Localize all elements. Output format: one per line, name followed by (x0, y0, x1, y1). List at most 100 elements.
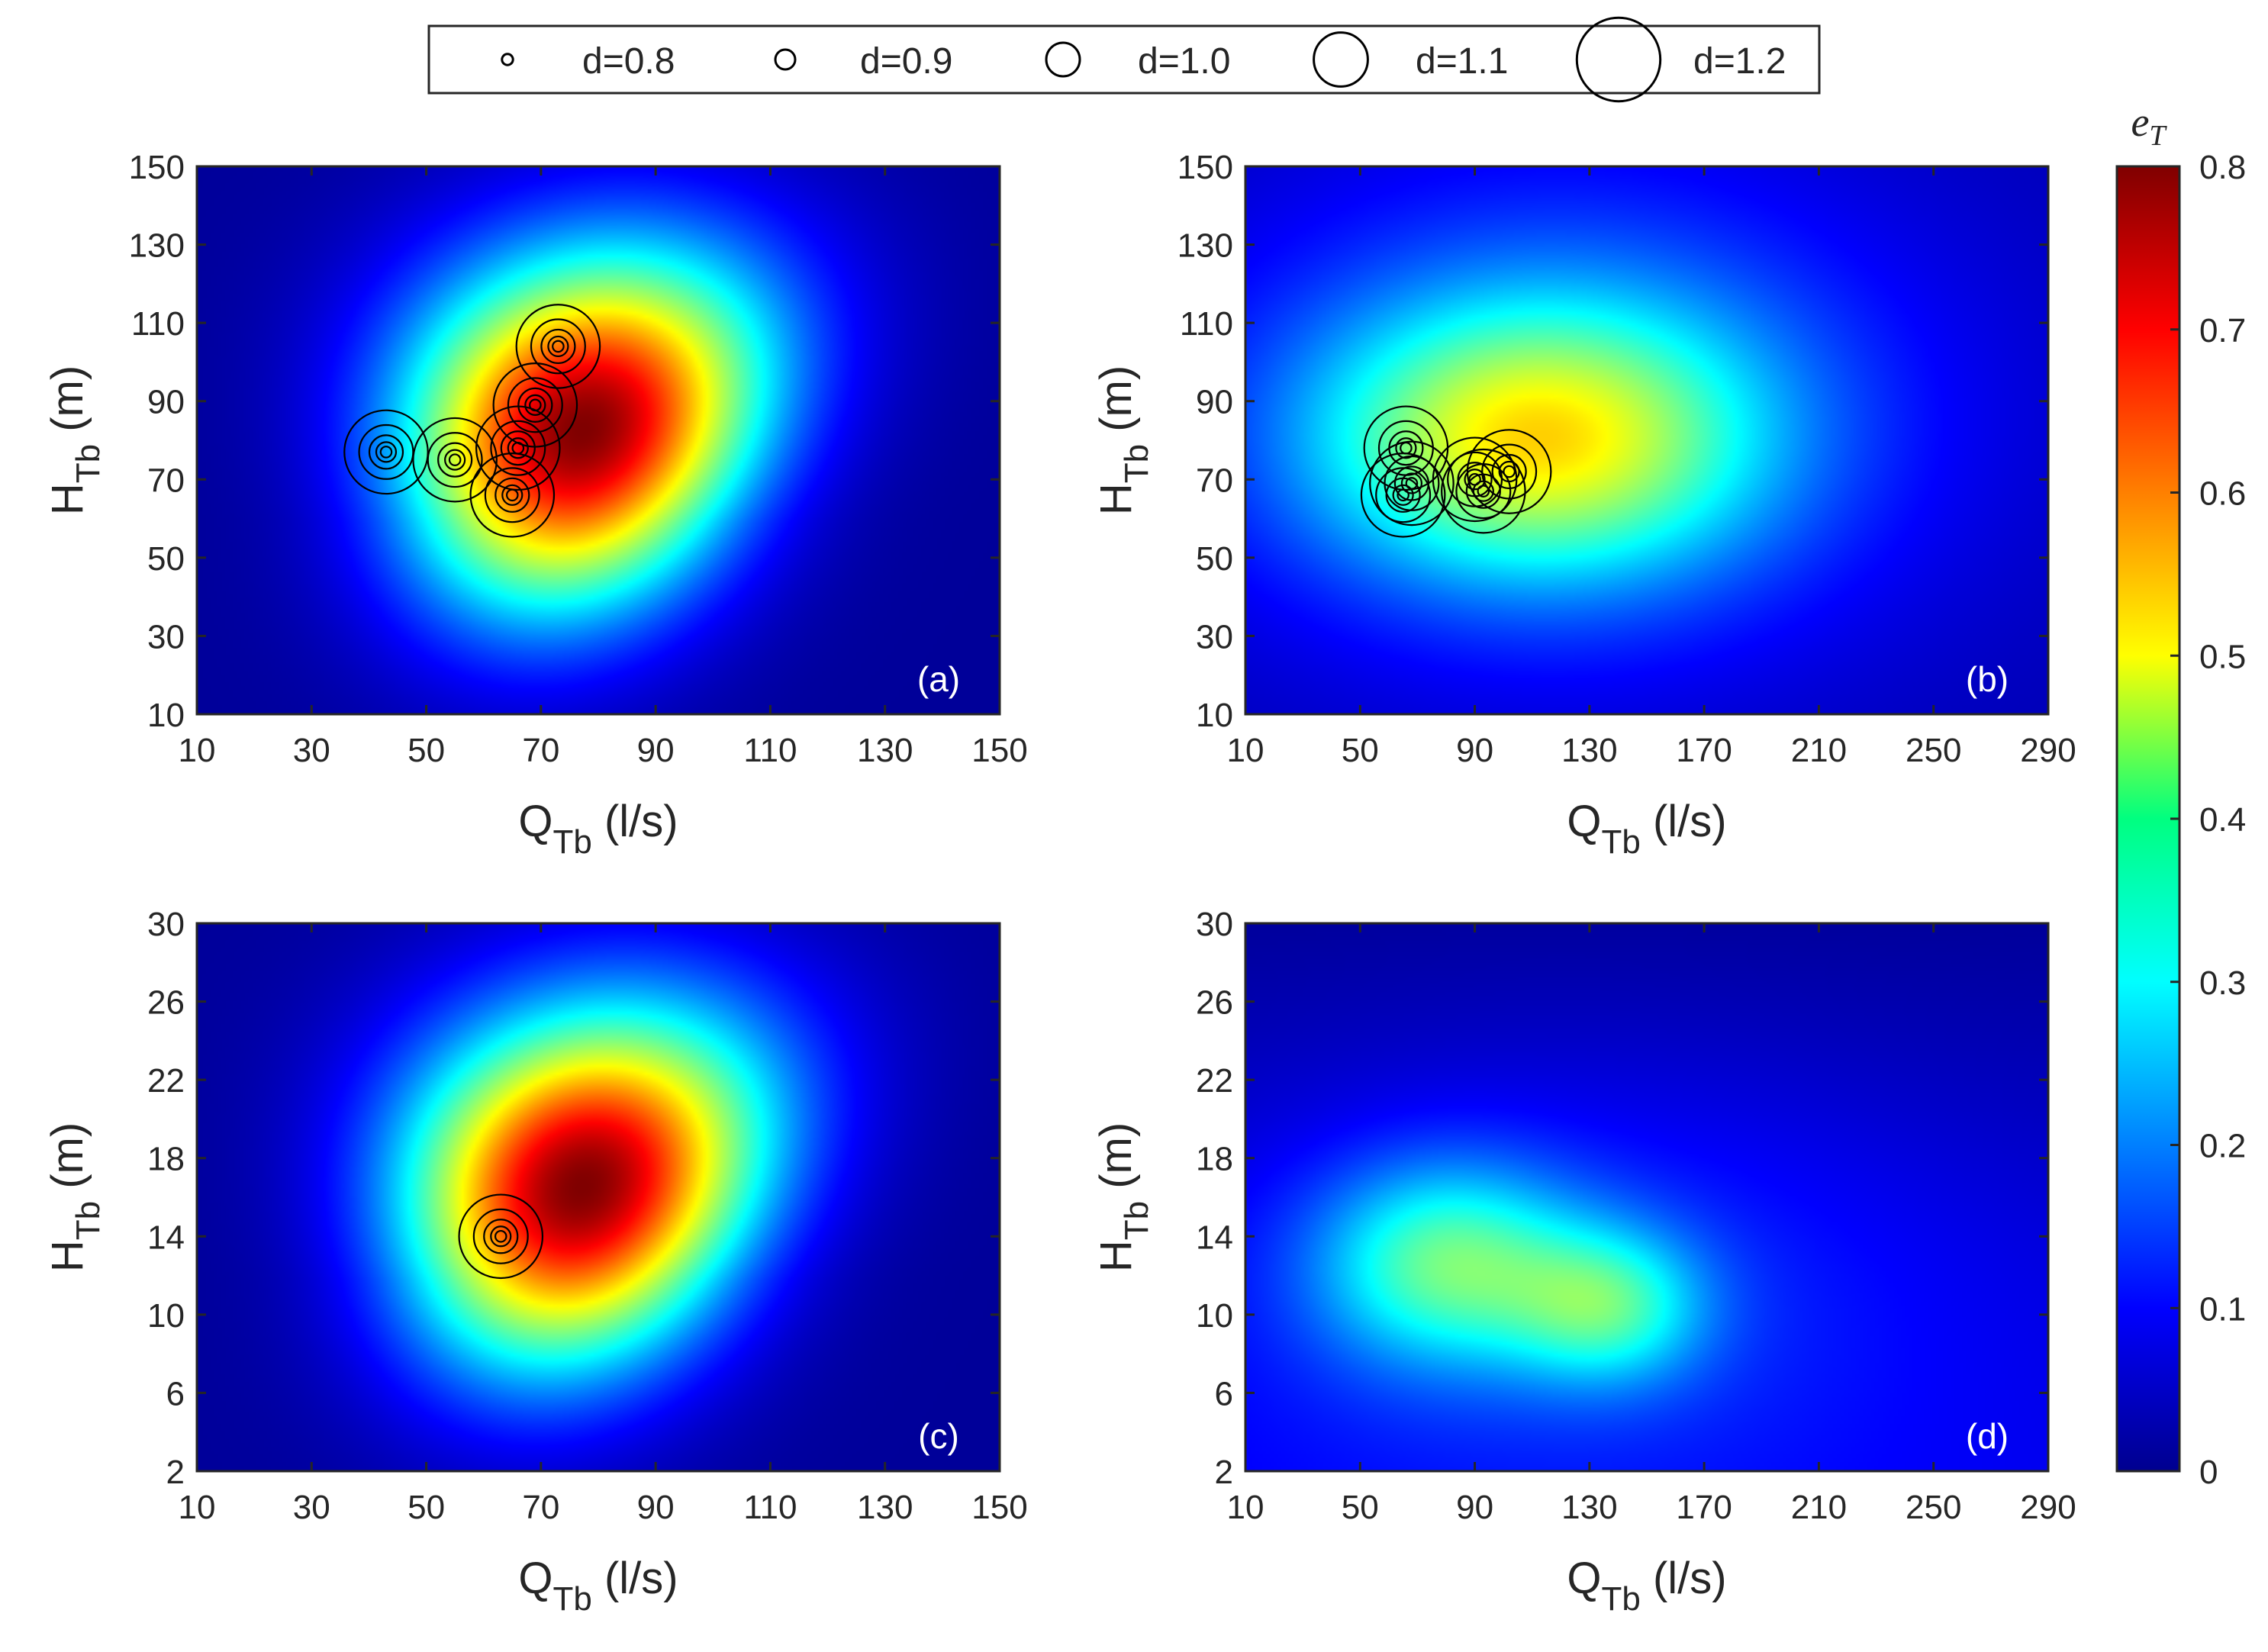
marker-ring (517, 387, 553, 423)
x-tick-label: 70 (522, 1489, 559, 1526)
x-tick-label: 130 (1561, 1489, 1617, 1526)
x-axis-label: QTb (l/s) (1567, 797, 1726, 861)
x-tick-label: 70 (522, 732, 559, 769)
y-tick-label: 30 (147, 906, 185, 943)
panel-label: (d) (1966, 1416, 2009, 1456)
data-marker (412, 417, 498, 503)
y-tick-label: 110 (131, 305, 185, 343)
y-tick-label: 90 (1196, 384, 1233, 421)
x-tick-label: 90 (637, 732, 675, 769)
colorbar-tick-label: 0.6 (2199, 475, 2246, 513)
x-axis-label: QTb (l/s) (1567, 1554, 1726, 1618)
y-tick-label: 26 (147, 984, 185, 1022)
x-tick-label: 90 (1456, 1489, 1493, 1526)
y-tick-label: 10 (1196, 697, 1233, 734)
marker-ring (412, 417, 498, 503)
x-tick-label: 10 (179, 732, 216, 769)
colorbar-gradient (2115, 165, 2181, 1473)
y-tick-label: 50 (1196, 540, 1233, 578)
colorbar-ticks: 0 0.1 0.2 0.3 0.4 0.5 0.6 0.7 0.8 (2170, 149, 2246, 1491)
y-tick-label: 30 (147, 618, 185, 655)
data-marker (1360, 452, 1446, 538)
marker-ring (505, 488, 519, 502)
marker-ring (490, 420, 546, 476)
legend-label: d=1.0 (1138, 41, 1230, 82)
marker-ring (1465, 473, 1501, 509)
y-tick-label: 10 (1196, 1297, 1233, 1335)
marker-ring (483, 1219, 519, 1254)
x-tick-label: 50 (408, 1489, 445, 1526)
panels: 10 30 50 70 90 110 130 150 10 30 50 70 90 110 130 150 QT… (43, 149, 2076, 1618)
y-tick-label: 150 (1177, 149, 1233, 186)
x-tick-label: 30 (293, 1489, 330, 1526)
colorbar-tick-label: 0.2 (2199, 1128, 2246, 1165)
y-tick-label: 50 (147, 540, 185, 578)
colorbar-title: eT (2131, 99, 2167, 152)
marker-ring (1397, 488, 1409, 502)
y-tick-label: 10 (147, 697, 185, 734)
marker-ring (507, 377, 563, 433)
axes-frame (1244, 922, 2050, 1473)
panel-b: 10 50 90 130 170 210 250 290 10 30 50 70 90 110 130 150… (1091, 149, 2076, 861)
x-tick-label: 50 (408, 732, 445, 769)
marker-ring (515, 304, 601, 389)
panel-label: (c) (918, 1416, 959, 1456)
marker-ring (500, 430, 536, 466)
panel-label: (a) (917, 659, 960, 699)
x-tick-label: 130 (857, 1489, 913, 1526)
y-tick-label: 150 (129, 149, 185, 186)
y-tick-label: 70 (1196, 462, 1233, 499)
y-tick-label: 130 (1177, 227, 1233, 265)
x-axis-label: QTb (l/s) (518, 797, 678, 861)
y-tick-label: 22 (1196, 1062, 1233, 1100)
colorbar-tick-label: 0.8 (2199, 149, 2246, 186)
marker-ring (492, 362, 578, 448)
marker-ring (1477, 485, 1490, 498)
data-marker (515, 304, 601, 389)
marker-ring (494, 1229, 507, 1243)
marker-ring (495, 477, 530, 513)
x-tick-label: 170 (1676, 1489, 1732, 1526)
x-tick-label: 290 (2020, 1489, 2076, 1526)
marker-ring (343, 409, 429, 495)
marker-ring (1375, 467, 1432, 523)
x-tick-label: 30 (293, 732, 330, 769)
marker-ring (448, 453, 462, 466)
legend-label: d=1.1 (1416, 41, 1508, 82)
marker-ring (507, 437, 529, 459)
marker-ring (529, 398, 542, 412)
data-marker (469, 452, 556, 538)
y-tick-label: 90 (147, 384, 185, 421)
y-tick-label: 18 (1196, 1141, 1233, 1178)
marker-ring (1491, 453, 1527, 490)
heatmap-image (197, 923, 1000, 1471)
y-tick-label: 18 (147, 1141, 185, 1178)
marker-ring (524, 394, 546, 416)
x-tick-label: 150 (971, 1489, 1027, 1526)
y-axis-label: HTb (m) (1091, 366, 1155, 515)
y-tick-label: 22 (147, 1062, 185, 1100)
marker-ring (530, 318, 586, 375)
marker-ring (1360, 452, 1446, 538)
legend-items: d=0.8 d=0.9 d=1.0 d=1.1 d=1.2 (501, 16, 1786, 103)
x-tick-label: 90 (1456, 732, 1493, 769)
marker-ring (1392, 484, 1414, 506)
marker-ring (1464, 469, 1486, 491)
y-axis-label: HTb (m) (1091, 1122, 1155, 1272)
x-axis-label: QTb (l/s) (518, 1554, 678, 1618)
marker-ring (444, 449, 466, 471)
marker-ring (1481, 443, 1538, 500)
marker-ring (1369, 440, 1455, 527)
legend-label: d=0.9 (860, 41, 952, 82)
x-tick-label: 50 (1342, 732, 1379, 769)
x-tick-label: 210 (1791, 732, 1847, 769)
heatmap-image (1245, 166, 2048, 714)
panel-label: (b) (1966, 659, 2009, 699)
legend: d=0.8 d=0.9 d=1.0 d=1.1 d=1.2 (427, 16, 1821, 103)
x-tick-label: 150 (971, 732, 1027, 769)
x-tick-label: 110 (743, 732, 797, 769)
x-tick-label: 210 (1791, 1489, 1847, 1526)
marker-ring (547, 335, 569, 358)
